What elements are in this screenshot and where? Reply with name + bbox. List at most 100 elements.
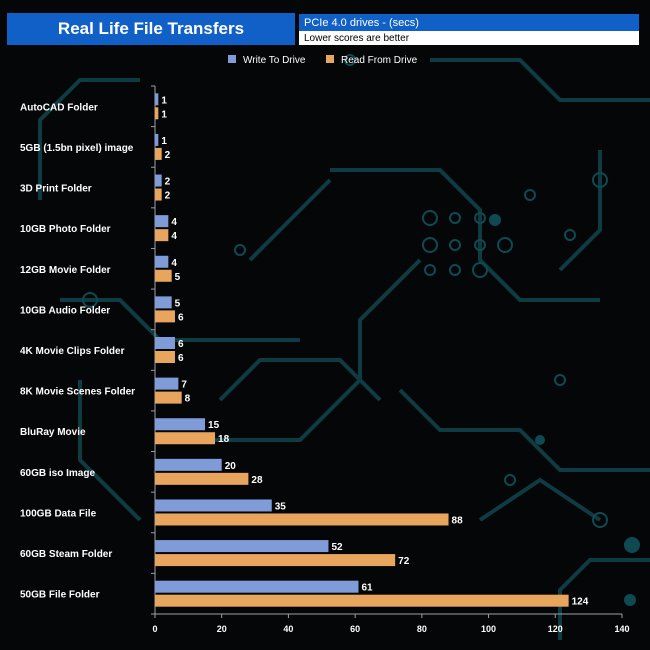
- circuit-node: [504, 474, 516, 486]
- circuit-trace: [398, 388, 650, 472]
- data-label: 18: [218, 434, 230, 445]
- bar-read: [155, 351, 176, 363]
- circuit-trace: [478, 477, 602, 522]
- circuit-node: [422, 210, 438, 226]
- circuit-node: [474, 212, 486, 224]
- circuit-node: [554, 374, 566, 386]
- circuit-trace: [558, 150, 602, 272]
- bar-read: [155, 472, 249, 485]
- circuit-background: [38, 54, 650, 640]
- bar-write: [155, 418, 206, 431]
- chart-axes: [151, 85, 623, 618]
- bar-read: [155, 147, 162, 160]
- bar-write: [155, 580, 359, 593]
- x-tick-labels: 0 20 40 60 80 100 120 140: [152, 624, 629, 634]
- data-label: 5: [175, 272, 181, 283]
- data-label: 4: [171, 231, 177, 242]
- bar-read: [155, 188, 162, 201]
- data-label: 15: [208, 420, 220, 431]
- circuit-node: [82, 292, 98, 308]
- chart-subtitle: PCIe 4.0 drives - (secs): [299, 14, 639, 31]
- circuit-node: [449, 212, 461, 224]
- circuit-dot: [535, 435, 545, 445]
- x-tick-label: 100: [481, 624, 496, 634]
- bar-read: [155, 432, 216, 445]
- category-label: 8K Movie Scenes Folder: [20, 387, 135, 398]
- category-label: 10GB Audio Folder: [20, 305, 110, 316]
- circuit-node: [474, 239, 486, 251]
- circuit-dot: [489, 214, 501, 226]
- bar-write: [155, 377, 179, 390]
- circuit-dot: [624, 537, 640, 553]
- circuit-node: [592, 512, 608, 528]
- x-tick-label: 120: [548, 624, 563, 634]
- circuit-node: [424, 264, 436, 276]
- bar-write: [155, 499, 272, 512]
- data-label: 6: [178, 339, 184, 350]
- data-label: 1: [161, 109, 167, 120]
- circuit-node: [497, 237, 513, 253]
- category-labels: AutoCAD Folder 5GB (1.5bn pixel) image 3D …: [20, 102, 135, 600]
- circuit-node: [449, 239, 461, 251]
- legend-label: Write To Drive: [243, 55, 306, 66]
- legend: Write To Drive Read From Drive: [228, 55, 418, 66]
- x-tick-label: 140: [614, 624, 629, 634]
- chart-note: Lower scores are better: [299, 31, 639, 45]
- bar-read: [155, 269, 172, 282]
- bar-read: [155, 391, 182, 404]
- data-label: 6: [178, 353, 184, 364]
- bar-write: [155, 133, 159, 146]
- category-label: 3D Print Folder: [20, 184, 92, 195]
- data-label: 124: [572, 597, 589, 608]
- circuit-node: [524, 189, 536, 201]
- category-label: 60GB Steam Folder: [20, 549, 112, 560]
- data-label: 7: [181, 380, 187, 391]
- circuit-trace: [218, 358, 382, 402]
- circuit-node: [472, 262, 488, 278]
- circuit-trace: [78, 380, 142, 522]
- data-label: 72: [398, 556, 410, 567]
- bar-write: [155, 540, 329, 553]
- bars: 1 1 1 2 2 2 4 4 4 5 5 6 6 6 7 8 15 18 20 28 35 88 52 72 61 124: [155, 93, 589, 608]
- circuit-trace: [558, 558, 650, 640]
- bar-write: [155, 215, 169, 228]
- circuit-node: [564, 229, 576, 241]
- x-tick-label: 0: [152, 624, 157, 634]
- data-label: 88: [452, 515, 464, 526]
- category-label: 100GB Data File: [20, 508, 97, 519]
- data-label: 61: [361, 583, 373, 594]
- bar-write: [155, 296, 172, 309]
- category-label: 4K Movie Clips Folder: [20, 346, 125, 357]
- circuit-node: [234, 244, 246, 256]
- data-label: 28: [251, 475, 263, 486]
- bar-read: [155, 107, 159, 120]
- legend-label: Read From Drive: [341, 55, 418, 66]
- x-tick-label: 20: [217, 624, 227, 634]
- data-label: 8: [185, 394, 191, 405]
- category-label: 50GB File Folder: [20, 590, 100, 601]
- data-label: 35: [275, 501, 287, 512]
- data-label: 2: [165, 191, 171, 202]
- bar-write: [155, 255, 169, 268]
- x-tick-label: 60: [350, 624, 360, 634]
- data-label: 1: [161, 136, 167, 147]
- circuit-trace: [60, 298, 300, 342]
- data-label: 6: [178, 312, 184, 323]
- category-label: BluRay Movie: [20, 427, 86, 438]
- circuit-trace: [430, 58, 650, 102]
- bar-read: [155, 554, 396, 567]
- bar-write: [155, 93, 159, 106]
- bar-write: [155, 458, 222, 471]
- x-tick-label: 40: [283, 624, 293, 634]
- bar-read: [155, 310, 176, 323]
- category-label: 12GB Movie Folder: [20, 265, 111, 276]
- chart-title: Real Life File Transfers: [7, 13, 295, 45]
- circuit-node: [592, 172, 608, 188]
- data-label: 4: [171, 258, 177, 269]
- data-label: 4: [171, 217, 177, 228]
- bar-write: [155, 337, 176, 349]
- circuit-trace: [248, 178, 332, 262]
- data-label: 2: [165, 177, 171, 188]
- legend-swatch: [228, 55, 236, 63]
